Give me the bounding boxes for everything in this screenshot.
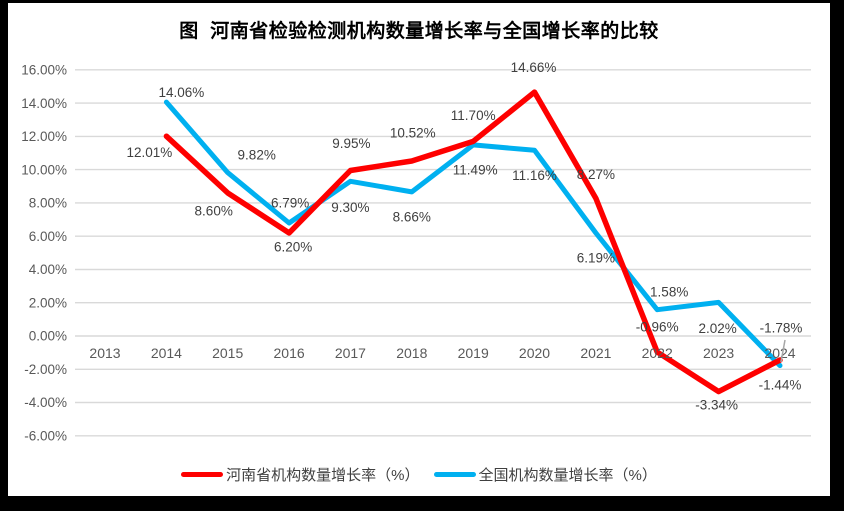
- legend-label-national: 全国机构数量增长率（%）: [478, 467, 657, 484]
- x-axis-tick-label: 2022: [642, 345, 673, 361]
- y-axis-tick-label: 10.00%: [21, 162, 67, 177]
- legend-swatch-national: [433, 472, 476, 477]
- y-axis-tick-label: -6.00%: [24, 429, 67, 444]
- leader-line: [780, 339, 786, 363]
- data-label-national-2017: 9.30%: [331, 200, 369, 215]
- data-label-national-2019: 11.49%: [453, 163, 498, 178]
- x-axis-tick-label: 2019: [458, 345, 489, 361]
- y-axis-tick-label: 4.00%: [29, 262, 67, 277]
- series-line-henan: [163, 89, 783, 395]
- y-axis-tick-label: -2.00%: [24, 362, 67, 377]
- y-axis-tick-label: 2.00%: [29, 295, 67, 310]
- data-label-henan-2019: 11.70%: [451, 108, 496, 123]
- data-label-national-2018: 8.66%: [393, 210, 431, 225]
- x-axis-tick-label: 2021: [580, 345, 611, 361]
- x-axis-tick-label: 2016: [274, 345, 305, 361]
- data-label-henan-2014: 12.01%: [127, 145, 173, 160]
- x-axis-tick-label: 2014: [151, 345, 182, 361]
- data-label-national-2016: 6.79%: [271, 196, 309, 211]
- x-axis-tick-label: 2023: [703, 345, 734, 361]
- data-label-national-2022: 1.58%: [650, 284, 688, 299]
- data-label-henan-2024: -1.44%: [759, 378, 802, 393]
- legend: 河南省机构数量增长率（%） 全国机构数量增长率（%）: [8, 464, 830, 485]
- legend-label-henan: 河南省机构数量增长率（%）: [226, 467, 420, 484]
- data-label-national-2024: -1.78%: [760, 320, 803, 335]
- legend-item-national: 全国机构数量增长率（%）: [433, 464, 657, 485]
- y-axis-tick-label: 0.00%: [29, 329, 67, 344]
- y-axis-tick-label: 16.00%: [21, 63, 67, 78]
- data-label-henan-2020: 14.66%: [511, 60, 557, 75]
- x-axis-tick-label: 2013: [89, 345, 120, 361]
- y-axis-tick-label: 6.00%: [29, 229, 67, 244]
- line-chart-plot-area: -6.00% -4.00% -2.00% 0.00% 2.00% 4.00% 6.00% 8.…: [21, 60, 811, 444]
- y-axis-tick-label: 12.00%: [21, 129, 67, 144]
- data-label-national-2015: 9.82%: [238, 147, 276, 162]
- legend-swatch-henan: [181, 472, 224, 477]
- data-label-henan-2023: -3.34%: [695, 397, 738, 412]
- data-label-henan-2021: 8.27%: [577, 167, 615, 182]
- x-axis-tick-label: 2020: [519, 345, 550, 361]
- legend-item-henan: 河南省机构数量增长率（%）: [181, 464, 420, 485]
- data-label-national-2014: 14.06%: [159, 85, 205, 100]
- data-label-henan-2018: 10.52%: [390, 126, 436, 141]
- chart-title: 图 河南省检验检测机构数量增长率与全国增长率的比较: [179, 21, 659, 42]
- data-label-henan-2022: -0.96%: [636, 320, 679, 335]
- x-axis-tick-label: 2015: [212, 345, 243, 361]
- data-label-national-2021: 6.19%: [577, 251, 615, 266]
- y-axis-tick-label: 14.00%: [21, 96, 67, 111]
- data-label-henan-2016: 6.20%: [274, 240, 312, 255]
- data-label-national-2023: 2.02%: [698, 321, 736, 336]
- y-axis-tick-label: 8.00%: [29, 196, 67, 211]
- x-axis-tick-label: 2024: [764, 345, 795, 361]
- chart-frame: 图 河南省检验检测机构数量增长率与全国增长率的比较 -6.00% -4.00% -2…: [8, 3, 830, 496]
- data-label-henan-2017: 9.95%: [332, 136, 370, 151]
- data-label-national-2020: 11.16%: [512, 168, 557, 183]
- x-axis-tick-label: 2017: [335, 345, 366, 361]
- y-axis-tick-label: -4.00%: [24, 395, 67, 410]
- data-label-henan-2015: 8.60%: [195, 204, 233, 219]
- series-line-national: [163, 99, 783, 369]
- x-axis-tick-label: 2018: [396, 345, 427, 361]
